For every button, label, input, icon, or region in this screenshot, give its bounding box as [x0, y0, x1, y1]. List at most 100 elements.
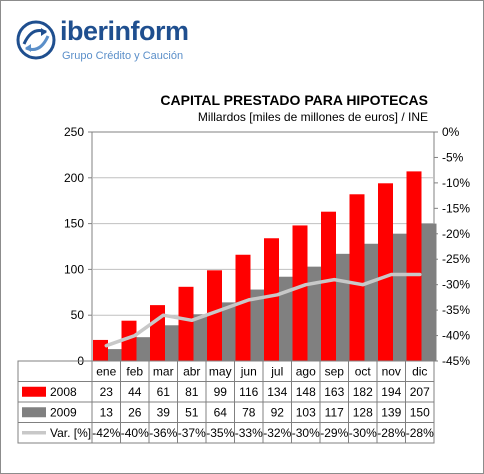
bar-2008: [292, 225, 308, 361]
legend-key-2009: [22, 407, 46, 418]
table-value-2009: 128: [353, 405, 373, 419]
table-value-variation: -28%: [377, 426, 405, 440]
bar-2008: [264, 238, 279, 361]
table-value-2008: 116: [239, 385, 258, 399]
bar-2009: [307, 266, 323, 361]
table-value-variation: -42%: [92, 426, 120, 440]
category-label: feb: [126, 364, 143, 378]
table-value-variation: -28%: [406, 426, 434, 440]
bar-2009: [250, 289, 266, 361]
left-axis-tick-label: 100: [64, 262, 84, 276]
legend-label-2008: 2008: [50, 385, 77, 399]
table-value-2008: 148: [296, 385, 316, 399]
category-label: ene: [96, 364, 116, 378]
table-value-2009: 39: [157, 405, 171, 419]
table-value-variation: -40%: [121, 426, 149, 440]
bar-2009: [336, 253, 351, 361]
category-label: nov: [382, 364, 401, 378]
table-value-variation: -36%: [149, 426, 177, 440]
category-label: oct: [355, 364, 372, 378]
table-value-2008: 61: [157, 385, 171, 399]
bar-2008: [93, 339, 108, 361]
chart-title: CAPITAL PRESTADO PARA HIPOTECAS: [160, 92, 428, 108]
bar-2008: [235, 254, 251, 361]
table-value-variation: -35%: [206, 426, 234, 440]
variation-line: [104, 272, 422, 348]
left-axis-tick-label: 50: [71, 308, 85, 322]
bar-2009: [421, 223, 437, 361]
table-value-2009: 78: [242, 405, 256, 419]
bar-2009: [165, 325, 180, 361]
table-value-2009: 117: [325, 405, 344, 419]
bar-2008: [207, 270, 222, 361]
table-value-2008: 81: [185, 385, 199, 399]
bar-2009: [364, 243, 380, 361]
table-value-variation: -30%: [349, 426, 377, 440]
brand-logo-icon: [16, 20, 56, 60]
bar-2008: [349, 194, 365, 361]
right-axis-tick-label: -35%: [442, 303, 470, 317]
right-axis-tick-label: -25%: [442, 252, 470, 266]
table-value-2009: 92: [271, 405, 285, 419]
left-axis-tick-label: 200: [64, 171, 84, 185]
bar-2009: [393, 233, 408, 361]
bar-2008: [121, 320, 137, 361]
table-value-variation: -29%: [320, 426, 348, 440]
table-value-variation: -33%: [235, 426, 263, 440]
table-value-2009: 150: [410, 405, 430, 419]
category-label: may: [209, 364, 232, 378]
chart-subtitle: Millardos [miles de millones de euros] /…: [197, 110, 428, 124]
table-value-variation: -32%: [263, 426, 291, 440]
bar-2008: [378, 183, 393, 361]
bar-2009: [222, 302, 237, 361]
table-value-2008: 182: [353, 385, 373, 399]
bar-2008: [321, 211, 336, 361]
brand-logo: [14, 14, 194, 64]
category-label: ago: [296, 364, 316, 378]
bar-2009: [136, 337, 152, 361]
table-value-2008: 23: [100, 385, 114, 399]
table-value-2009: 13: [100, 405, 114, 419]
table-value-2009: 64: [214, 405, 228, 419]
left-axis-tick-label: 250: [64, 125, 84, 139]
table-value-2008: 99: [214, 385, 228, 399]
right-axis-tick-label: -40%: [442, 329, 470, 343]
bar-2009: [108, 349, 123, 361]
table-value-2008: 163: [324, 385, 344, 399]
table-value-2009: 139: [381, 405, 401, 419]
brand-tagline: Grupo Crédito y Caución: [62, 50, 184, 62]
right-axis-tick-label: -45%: [442, 354, 470, 368]
bar-2008: [406, 171, 422, 361]
right-axis-tick-label: -10%: [442, 176, 470, 190]
legend-label-2009: 2009: [50, 405, 77, 419]
table-value-2009: 26: [128, 405, 142, 419]
bar-2009: [193, 314, 209, 361]
brand-name: iberinform: [60, 16, 189, 46]
category-label: sep: [325, 364, 345, 378]
table-value-2008: 134: [267, 385, 287, 399]
table-value-variation: -30%: [292, 426, 320, 440]
right-axis-tick-label: -30%: [442, 278, 470, 292]
bar-2008: [178, 286, 194, 361]
bar-2009: [279, 276, 294, 361]
right-axis-tick-label: -5%: [442, 150, 464, 164]
right-axis-tick-label: -15%: [442, 201, 470, 215]
table-value-2008: 44: [128, 385, 142, 399]
category-label: jul: [270, 364, 283, 378]
legend-key-2008: [22, 386, 46, 397]
table-value-variation: -37%: [178, 426, 206, 440]
category-label: jun: [240, 364, 257, 378]
table-value-2008: 207: [410, 385, 430, 399]
bar-2008: [150, 305, 165, 361]
table-value-2008: 194: [381, 385, 401, 399]
legend-label-variation: Var. [%]: [50, 426, 91, 440]
category-label: dic: [412, 364, 427, 378]
table-value-2009: 103: [296, 405, 316, 419]
right-axis-tick-label: 0%: [442, 125, 460, 139]
category-label: abr: [183, 364, 200, 378]
table-value-2009: 51: [185, 405, 199, 419]
left-axis-tick-label: 150: [64, 217, 84, 231]
right-axis-tick-label: -20%: [442, 227, 470, 241]
category-label: mar: [153, 364, 174, 378]
